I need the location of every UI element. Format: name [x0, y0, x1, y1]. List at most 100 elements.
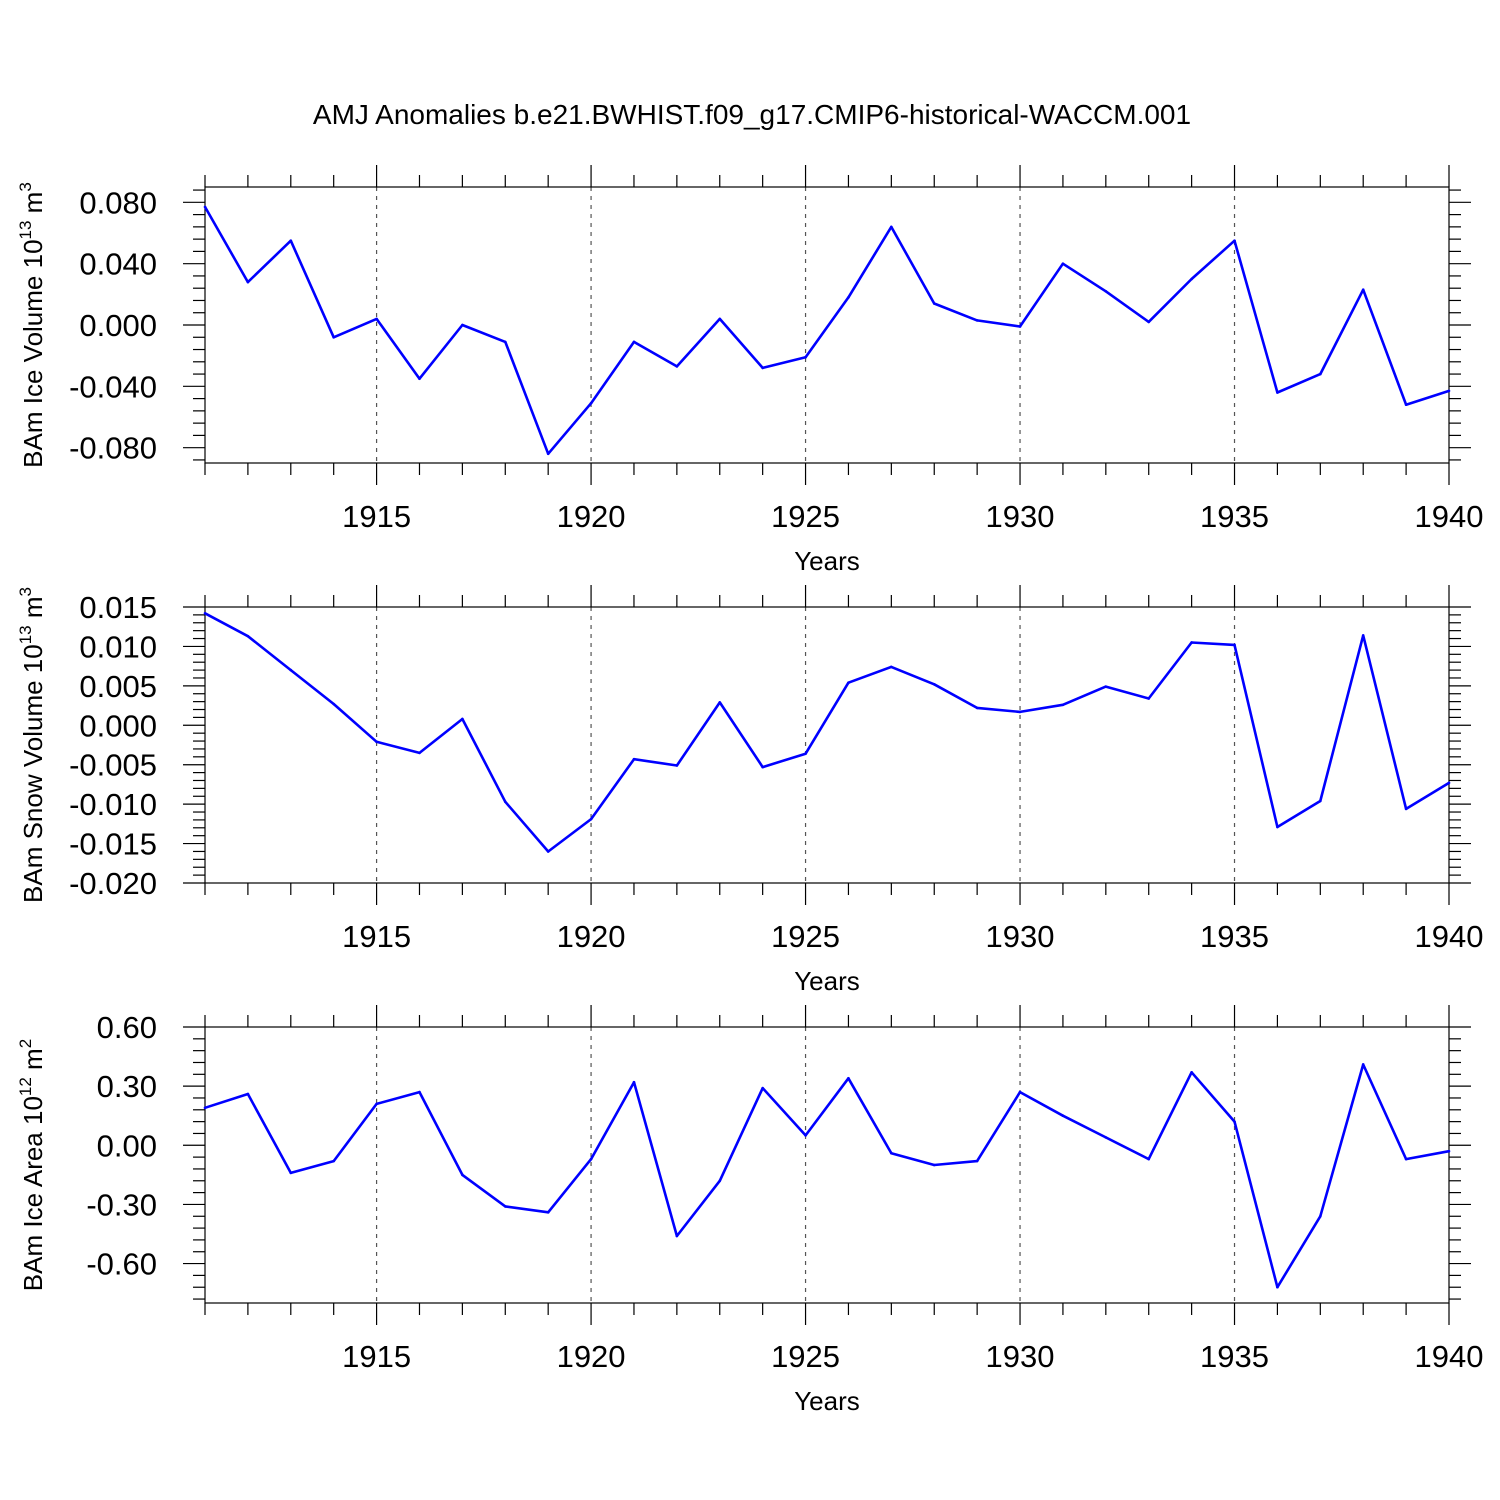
y-axis-label-unit: m [18, 596, 48, 625]
y-tick-label: -0.30 [86, 1187, 157, 1222]
data-point [589, 401, 593, 405]
data-point [847, 296, 850, 299]
data-point [332, 702, 335, 706]
data-point [246, 280, 250, 284]
data-point [932, 682, 936, 686]
data-point [1104, 289, 1108, 293]
data-point [1018, 710, 1022, 714]
data-point [804, 752, 807, 755]
data-point [375, 740, 378, 744]
data-point [847, 1076, 850, 1080]
data-point [975, 1159, 979, 1163]
x-tick-label: 1915 [342, 1339, 411, 1374]
data-point [718, 701, 722, 704]
plot-frame [204, 606, 1450, 884]
chart-panel-3: 1915 1920 1925 1930 1935 1940 Years -0.60 -0.30 0… [16, 1005, 1483, 1416]
x-tick-label: 1930 [986, 919, 1055, 954]
data-point [203, 1106, 207, 1110]
data-point [890, 225, 893, 229]
data-point [1061, 1114, 1065, 1118]
data-point [1190, 277, 1193, 281]
x-tick-label: 1915 [342, 499, 411, 534]
data-point [246, 1092, 250, 1096]
x-tick-label: 1930 [986, 499, 1055, 534]
y-tick-label: 0.00 [97, 1128, 157, 1163]
data-point [1319, 799, 1322, 803]
data-point [1018, 325, 1022, 328]
x-tick-label: 1940 [1415, 919, 1484, 954]
y-tick-label: -0.080 [69, 431, 157, 466]
data-point [761, 765, 764, 769]
data-point [461, 323, 464, 327]
data-point [718, 1179, 722, 1183]
y-axis-label-unit-exponent: 3 [16, 182, 35, 191]
y-axis-label-exponent: 12 [16, 1077, 35, 1096]
x-tick-label: 1920 [557, 919, 626, 954]
x-tick-label: 1920 [557, 499, 626, 534]
data-point [932, 1163, 936, 1167]
series-line [203, 206, 1450, 456]
data-point [1233, 643, 1236, 647]
data-point [847, 681, 850, 685]
y-axis-label-text: BAm Ice Area 10 [18, 1096, 48, 1291]
data-point [632, 757, 636, 761]
y-axis-label-unit-exponent: 3 [16, 587, 35, 596]
data-point [289, 668, 293, 672]
data-point [975, 319, 979, 322]
x-axis-label: Years [794, 546, 860, 576]
data-point [1147, 697, 1151, 700]
data-point [632, 1080, 636, 1084]
data-point [1404, 1157, 1408, 1161]
series-line [204, 1063, 1450, 1289]
data-point [1361, 1063, 1365, 1066]
plot-frame [204, 1026, 1450, 1304]
x-axis-label: Years [794, 966, 860, 996]
data-point [546, 1211, 550, 1214]
x-tick-label: 1940 [1415, 499, 1484, 534]
data-point [1147, 320, 1151, 324]
data-point [332, 1159, 335, 1163]
y-tick-label: -0.005 [69, 748, 157, 783]
plot-frame [204, 186, 1450, 464]
y-tick-label: -0.040 [69, 369, 157, 404]
y-tick-label: -0.020 [69, 866, 157, 901]
data-point [503, 1205, 507, 1208]
y-tick-label: 0.015 [79, 590, 157, 625]
data-point [1061, 703, 1065, 707]
data-point [461, 1173, 464, 1177]
y-tick-label: 0.30 [97, 1069, 157, 1104]
data-point [418, 377, 421, 380]
x-tick-label: 1930 [986, 1339, 1055, 1374]
data-point [1319, 372, 1322, 376]
data-point [332, 335, 335, 339]
data-point [1233, 239, 1236, 242]
data-point [1447, 389, 1451, 393]
y-axis-label: BAm Snow Volume 1013 m3 [16, 587, 48, 903]
y-tick-label: 0.60 [97, 1010, 157, 1045]
y-tick-label: -0.015 [69, 827, 157, 862]
data-point [675, 764, 679, 767]
data-point [890, 1151, 893, 1155]
data-point [1404, 403, 1408, 407]
y-tick-label: 0.000 [79, 308, 157, 343]
y-axis-label-exponent: 13 [16, 625, 35, 644]
data-point [1190, 1071, 1193, 1074]
data-point [589, 817, 593, 821]
x-axis-label: Years [794, 1386, 860, 1416]
x-tick-label: 1925 [771, 499, 840, 534]
data-point [1147, 1157, 1151, 1161]
data-point [1319, 1214, 1322, 1218]
x-tick-label: 1925 [771, 919, 840, 954]
y-axis-label-text: BAm Ice Volume 10 [18, 239, 48, 467]
data-point [632, 340, 636, 344]
data-point [1361, 634, 1365, 637]
data-point [804, 355, 807, 359]
y-axis-label: BAm Ice Area 1012 m2 [16, 1039, 48, 1291]
data-point [203, 205, 207, 209]
data-point [932, 302, 936, 305]
data-point [675, 365, 679, 368]
data-point [1018, 1090, 1022, 1094]
y-axis-label: BAm Ice Volume 1013 m3 [16, 182, 48, 468]
x-tick-label: 1935 [1200, 499, 1269, 534]
